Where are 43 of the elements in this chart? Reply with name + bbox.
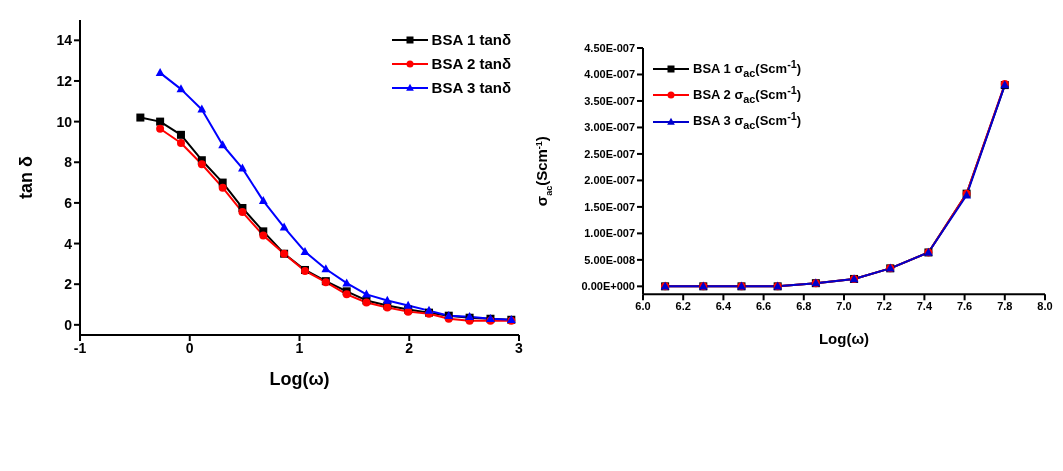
legend-label: BSA 2 σ$_{ac}$(Scm$^{-1}$) xyxy=(693,83,802,108)
y-tick-label: 4.50E-007 xyxy=(584,41,635,54)
y-tick-label: 4.00E-007 xyxy=(584,68,635,81)
legend-label: BSA 3 tanδ xyxy=(431,78,511,98)
x-axis-title: Log(ω) xyxy=(269,369,330,389)
x-tick-label: 0 xyxy=(185,339,194,356)
y-axis-title: tan δ xyxy=(16,155,36,199)
y-tick-label: 2.00E-007 xyxy=(584,174,635,187)
x-tick-label: 7.4 xyxy=(916,300,933,313)
x-tick-label: 6.8 xyxy=(796,300,812,313)
x-tick-label: 7.8 xyxy=(997,300,1013,313)
y-tick-label: 8 xyxy=(64,154,73,171)
legend-label: BSA 3 σ$_{ac}$(Scm$^{-1}$) xyxy=(693,109,802,134)
x-tick-label: 7.0 xyxy=(836,300,852,313)
x-tick-label: 6.4 xyxy=(715,300,732,313)
y-tick-label: 0 xyxy=(64,316,73,333)
y-tick-label: 12 xyxy=(56,72,73,89)
x-tick-label: 8.0 xyxy=(1037,300,1053,313)
y-tick-label: 1.00E-007 xyxy=(584,227,635,240)
y-tick-label: 3.00E-007 xyxy=(584,121,635,134)
y-tick-label: 4 xyxy=(64,235,73,252)
y-tick-label: 2 xyxy=(64,276,73,293)
x-tick-label: 6.6 xyxy=(755,300,772,313)
x-tick-label: 6.2 xyxy=(675,300,691,313)
y-tick-label: 2.50E-007 xyxy=(584,147,635,160)
x-axis-title: Log(ω) xyxy=(818,330,870,348)
x-tick-label: 7.2 xyxy=(876,300,892,313)
x-tick-label: 3 xyxy=(515,339,524,356)
y-tick-label: 14 xyxy=(56,32,73,49)
y-tick-label: 1.50E-007 xyxy=(584,200,635,213)
y-tick-label: 5.00E-008 xyxy=(584,253,635,266)
x-tick-label: 1 xyxy=(295,339,304,356)
x-tick-label: 7.6 xyxy=(956,300,973,313)
y-tick-label: 6 xyxy=(64,194,73,211)
legend-label: BSA 2 tanδ xyxy=(431,54,511,74)
y-tick-label: 3.50E-007 xyxy=(584,94,635,107)
x-tick-label: 6.0 xyxy=(635,300,651,313)
y-tick-label: 0.00E+000 xyxy=(581,280,635,293)
legend-label: BSA 1 tanδ xyxy=(431,30,511,50)
legend-label: BSA 1 σ$_{ac}$(Scm$^{-1}$) xyxy=(693,57,802,81)
x-tick-label: 2 xyxy=(405,339,414,356)
y-tick-label: 10 xyxy=(56,113,73,130)
x-tick-label: -1 xyxy=(73,339,87,356)
